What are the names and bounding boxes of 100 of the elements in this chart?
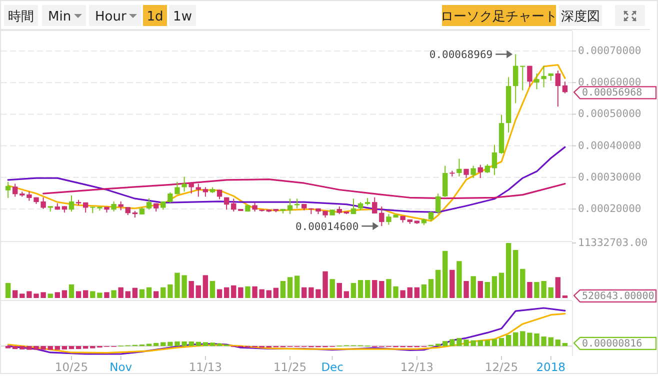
bar	[302, 287, 307, 298]
annotation: 0.00068969	[429, 49, 493, 62]
y-tick-label: 0.00030000	[578, 171, 642, 184]
candlestick	[372, 196, 378, 214]
bar	[20, 346, 25, 350]
bar	[442, 250, 448, 298]
y-tick-label: 0.00040000	[578, 140, 642, 152]
bar	[407, 287, 412, 298]
bar	[506, 334, 512, 346]
bar	[210, 342, 216, 346]
line-series	[42, 178, 566, 200]
bar	[492, 339, 498, 346]
bar	[470, 276, 476, 298]
bar	[90, 291, 96, 298]
bar	[435, 270, 441, 298]
bar	[216, 343, 222, 346]
candlestick	[520, 65, 526, 91]
bar	[294, 276, 300, 298]
bar	[76, 346, 82, 350]
candlestick	[196, 183, 201, 198]
bar	[54, 346, 60, 350]
bar	[224, 287, 230, 298]
bar	[336, 282, 342, 298]
bar	[5, 282, 11, 298]
bar	[146, 344, 152, 346]
text: 深度図	[561, 8, 600, 24]
bar	[372, 280, 378, 298]
candlestick	[231, 198, 236, 212]
x-tick-label: Nov	[110, 360, 132, 374]
x-tick-label: 12/13	[400, 360, 434, 374]
bar	[196, 285, 201, 298]
candlestick	[470, 165, 476, 179]
candlestick	[428, 211, 434, 222]
bar	[478, 281, 483, 298]
candlestick	[68, 194, 74, 212]
bar	[548, 287, 554, 298]
bar	[456, 261, 462, 298]
bar	[48, 294, 53, 298]
bar	[562, 295, 568, 298]
bar	[273, 288, 279, 298]
bar	[287, 277, 293, 298]
bar	[82, 346, 88, 349]
bar	[245, 286, 250, 298]
bar	[498, 272, 504, 298]
candlestick	[555, 70, 560, 108]
y-tick-label: 0.00070000	[578, 44, 642, 57]
bar	[132, 288, 138, 298]
bar	[202, 275, 208, 298]
bar	[513, 250, 518, 298]
y-tick-label: 0.00020000	[578, 203, 642, 216]
bar	[266, 290, 272, 298]
candlestick	[435, 193, 441, 214]
candlestick	[216, 189, 222, 200]
bar	[82, 290, 88, 298]
bar	[139, 289, 145, 298]
x-tick-label: 2018	[536, 360, 566, 374]
bar	[104, 292, 110, 298]
text: Hour	[95, 10, 127, 24]
x-tick-label: 11/13	[188, 360, 222, 374]
candlestick	[12, 183, 18, 198]
candlestick	[478, 164, 483, 179]
bar	[428, 279, 434, 298]
bar	[555, 340, 560, 346]
x-tick-label: 11/25	[273, 360, 307, 374]
candlestick	[442, 165, 448, 198]
candlestick	[202, 186, 208, 198]
bar	[330, 279, 335, 298]
candlestick	[287, 198, 293, 215]
bar	[350, 282, 356, 298]
text: 1w	[173, 10, 192, 24]
candlestick	[224, 196, 230, 210]
bar	[280, 281, 286, 298]
bar	[111, 290, 116, 298]
candlestick	[5, 181, 11, 198]
bar	[231, 285, 236, 298]
bar	[118, 287, 124, 298]
bar	[484, 340, 490, 346]
bar	[238, 287, 244, 298]
candlestick	[527, 65, 532, 88]
bar	[478, 340, 483, 346]
bar	[160, 342, 166, 346]
annotation: 0.00056968	[582, 88, 642, 99]
bar	[188, 281, 194, 298]
annotation: 520643.00000	[582, 290, 654, 302]
bar	[498, 338, 504, 346]
bar	[358, 280, 364, 298]
bar	[97, 292, 102, 298]
annotation: 0.00000816	[582, 338, 642, 350]
text: Min	[48, 10, 72, 24]
bar	[62, 290, 68, 298]
bar	[464, 281, 469, 298]
text: 時間	[8, 10, 34, 24]
y-tick-label: 11332703.00	[578, 237, 648, 249]
bar	[379, 281, 384, 298]
bar	[68, 284, 74, 298]
x-tick-label: Dec	[321, 360, 344, 374]
bar	[506, 243, 512, 298]
bar	[196, 342, 201, 346]
bar	[160, 287, 166, 298]
bar	[527, 282, 532, 298]
